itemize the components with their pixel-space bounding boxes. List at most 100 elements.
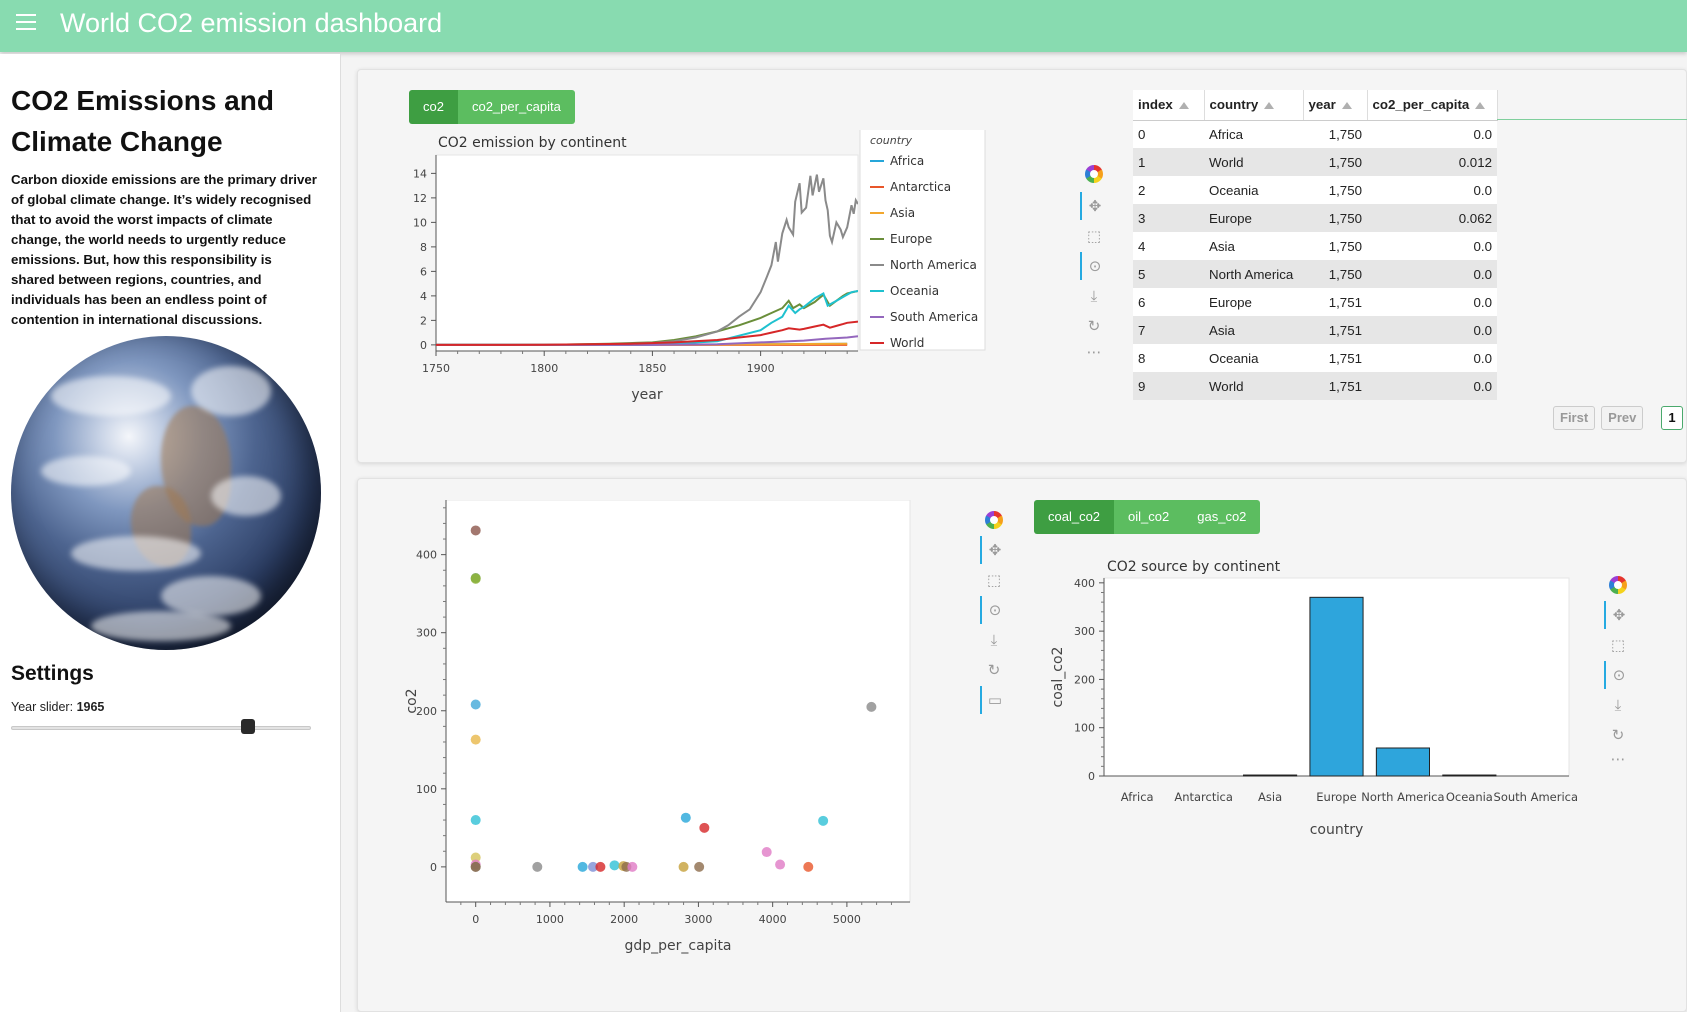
scatter-point [470,815,481,826]
wheel-zoom-icon[interactable]: ⊙ [1080,252,1108,280]
page-button-1[interactable]: 1 [1661,406,1683,430]
table-row[interactable]: 3 Europe 1,750 0.062 [1133,204,1497,232]
table-row[interactable]: 1 World 1,750 0.012 [1133,148,1497,176]
tab-co2[interactable]: co2 [409,90,458,124]
y-tick-label: 400 [1074,577,1095,590]
bar-asia [1243,774,1298,777]
box-zoom-icon[interactable]: ⬚ [1610,637,1626,654]
y-tick-label: 300 [1074,625,1095,638]
scatter-point [803,861,814,872]
table-cell-country: Asia [1204,316,1303,344]
pan-icon[interactable]: ✥ [1080,192,1108,220]
scatter-point [699,822,710,833]
pan-icon[interactable]: ✥ [1604,601,1632,629]
x-tick-label: South America [1494,790,1579,804]
table-cell-co2-per-capita: 0.062 [1367,204,1497,232]
hover-icon[interactable]: ▭ [980,686,1008,714]
x-tick-label: 1000 [536,913,564,926]
bokeh-logo-icon[interactable] [1080,160,1108,188]
save-icon[interactable]: ⤓ [990,631,998,649]
table-row[interactable]: 8 Oceania 1,751 0.0 [1133,344,1497,372]
scatter-point [470,699,481,710]
table-cell-index: 4 [1133,232,1204,260]
reset-icon[interactable]: ↻ [1087,318,1101,335]
column-header-index[interactable]: index [1133,90,1205,121]
legend-item: South America [890,310,978,324]
scatter-point [694,861,705,872]
table-cell-year: 1,750 [1303,204,1367,232]
hamburger-menu-icon[interactable] [16,14,36,32]
table-row[interactable]: 4 Asia 1,750 0.0 [1133,232,1497,260]
table-cell-country: Oceania [1204,344,1303,372]
y-tick-label: 300 [416,627,437,640]
column-header-co2-per-capita[interactable]: co2_per_capita [1367,90,1498,121]
column-header-country[interactable]: country [1204,90,1304,121]
reset-icon[interactable]: ↻ [987,662,1001,679]
tab-co2-per-capita[interactable]: co2_per_capita [457,90,575,124]
bar-chart[interactable]: CO2 source by continent 0 100 200 300 400 Afri… [1034,545,1604,845]
prev-page-button[interactable]: Prev [1601,406,1644,430]
x-axis-label: year [631,387,662,403]
reset-icon[interactable]: ↻ [1611,727,1625,744]
sort-asc-icon[interactable] [1264,102,1275,110]
table-cell-index: 6 [1133,288,1204,316]
box-zoom-icon[interactable]: ⬚ [1086,228,1102,245]
x-axis-label: gdp_per_capita [624,938,731,954]
wheel-zoom-icon[interactable]: ⊙ [1604,661,1632,689]
table-cell-co2-per-capita: 0.0 [1367,372,1497,400]
y-tick-label: 200 [416,705,437,718]
y-tick-label: 12 [413,192,427,205]
table-cell-index: 5 [1133,260,1204,288]
legend-item: Africa [890,154,924,168]
scatter-point [470,734,481,745]
series-line-north-america [436,174,858,346]
x-tick-label: 5000 [833,913,861,926]
more-icon[interactable]: ⋯ [1610,751,1626,768]
wheel-zoom-icon[interactable]: ⊙ [980,596,1008,624]
table-header-divider [1497,119,1687,120]
year-slider-track[interactable] [11,726,311,730]
table-cell-index: 9 [1133,372,1204,400]
x-tick-label: Africa [1121,790,1154,804]
y-tick-label: 8 [420,241,427,254]
table-cell-index: 8 [1133,344,1204,372]
more-icon[interactable]: ⋯ [1086,344,1102,361]
save-icon[interactable]: ⤓ [1614,696,1622,714]
pan-icon[interactable]: ✥ [980,536,1008,564]
table-cell-index: 2 [1133,176,1204,204]
box-zoom-icon[interactable]: ⬚ [986,572,1002,589]
tab-coal-co2[interactable]: coal_co2 [1034,500,1115,534]
y-tick-label: 10 [413,216,427,229]
table-row[interactable]: 5 North America 1,750 0.0 [1133,260,1497,288]
x-tick-label: 2000 [610,913,638,926]
table-cell-co2-per-capita: 0.0 [1367,176,1497,204]
x-tick-label: Asia [1258,790,1282,804]
bokeh-logo-icon[interactable] [1604,571,1632,599]
app-header: World CO2 emission dashboard [0,0,1687,52]
first-page-button[interactable]: First [1553,406,1596,430]
sort-asc-icon[interactable] [1178,102,1189,110]
x-tick-label: Oceania [1446,790,1493,804]
table-cell-country: Africa [1204,120,1303,148]
tab-oil-co2[interactable]: oil_co2 [1114,500,1184,534]
table-cell-year: 1,751 [1303,344,1367,372]
scatter-point [577,861,588,872]
plot-area [445,500,911,903]
tab-gas-co2[interactable]: gas_co2 [1183,500,1261,534]
table-row[interactable]: 7 Asia 1,751 0.0 [1133,316,1497,344]
table-row[interactable]: 6 Europe 1,751 0.0 [1133,288,1497,316]
bokeh-logo-icon[interactable] [980,506,1008,534]
sort-asc-icon[interactable] [1341,102,1352,110]
column-header-year[interactable]: year [1303,90,1368,121]
y-tick-label: 2 [420,314,427,327]
table-row[interactable]: 2 Oceania 1,750 0.0 [1133,176,1497,204]
year-slider-handle[interactable] [241,719,255,734]
table-row[interactable]: 9 World 1,751 0.0 [1133,372,1497,400]
line-chart[interactable]: CO2 emission by continent 0 2 4 6 8 10 12 14 1750… [404,130,1074,440]
table-row[interactable]: 0 Africa 1,750 0.0 [1133,120,1497,148]
scatter-point [470,573,481,584]
legend-item: World [890,336,924,350]
save-icon[interactable]: ⤓ [1090,287,1098,305]
sort-asc-icon[interactable] [1475,102,1486,110]
